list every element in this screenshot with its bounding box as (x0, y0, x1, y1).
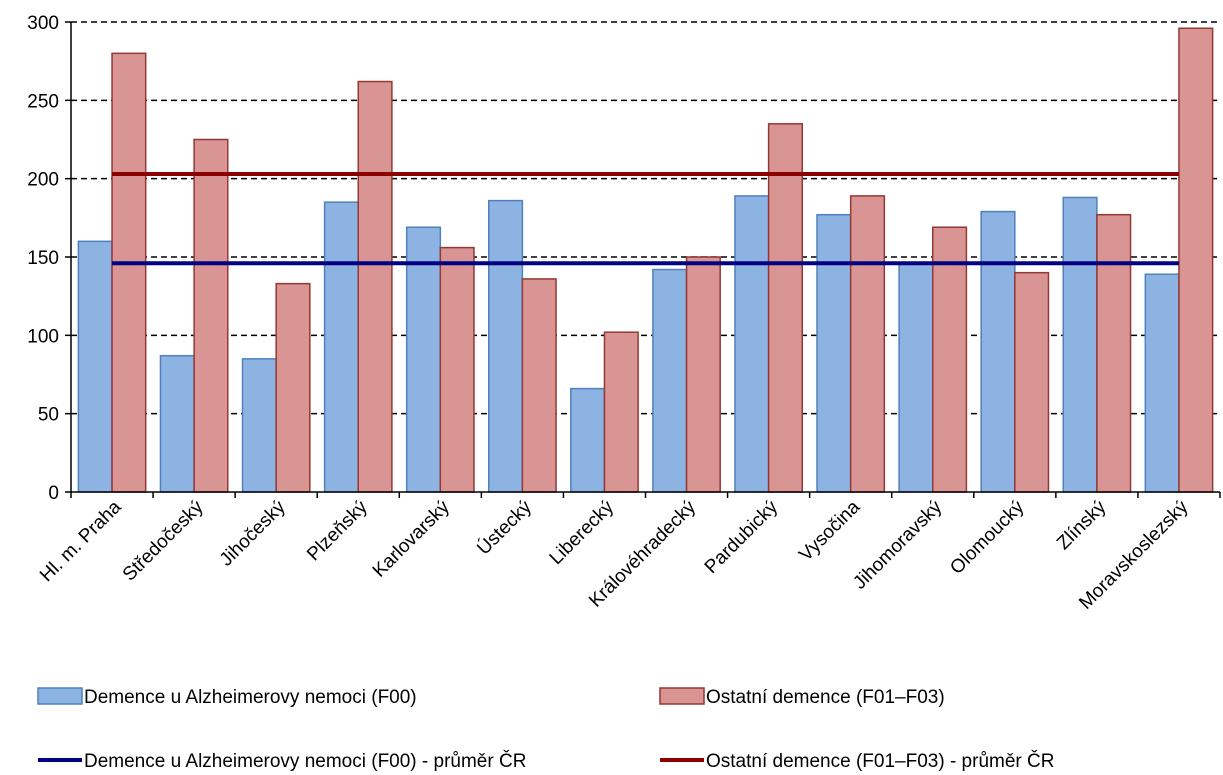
category-label: Hl. m. Praha (36, 496, 126, 586)
y-tick-label: 300 (27, 13, 59, 34)
bar-f00 (734, 195, 770, 493)
gridlines (71, 21, 1220, 415)
legend-label: Ostatní demence (F01–F03) (706, 687, 945, 708)
bar-f01-f03 (1014, 271, 1050, 493)
bar-f01-f03 (1096, 213, 1132, 493)
bar-f00 (241, 358, 277, 493)
category-label: Olomoucký (946, 496, 1028, 578)
category-label: Pardubický (701, 496, 783, 578)
category-label: Středočeský (119, 496, 208, 585)
bar-f01-f03 (521, 278, 557, 493)
category-label: Ústecký (473, 496, 537, 560)
category-label: Jihočeský (216, 496, 290, 570)
bar-f00 (898, 262, 934, 493)
bar-f00 (77, 240, 113, 493)
bar-f01-f03 (1178, 27, 1214, 493)
bar-f00 (570, 387, 606, 493)
category-label: Vysočina (795, 496, 864, 565)
legend-label: Demence u Alzheimerovy nemoci (F00) (84, 687, 417, 708)
category-label: Karlovarský (369, 496, 454, 581)
bar-f00 (980, 210, 1016, 493)
bar-f00 (159, 354, 195, 493)
bar-f00 (652, 268, 688, 493)
category-label: Plzeňský (303, 496, 372, 565)
y-tick-label: 200 (27, 170, 59, 191)
bar-f01-f03 (767, 123, 804, 493)
bar-f01-f03 (603, 331, 639, 493)
category-label: Liberecký (546, 496, 619, 569)
bar-f00 (405, 226, 442, 493)
bar-f01-f03 (849, 195, 886, 493)
legend-label: Demence u Alzheimerovy nemoci (F00) - pr… (84, 750, 526, 772)
y-tick-label: 0 (48, 483, 59, 504)
reference-lines (112, 171, 1179, 266)
legend: Demence u Alzheimerovy nemoci (F00) Ostat… (37, 687, 1054, 772)
y-tick-label: 100 (27, 326, 59, 347)
legend-swatch (37, 687, 83, 705)
bar-f01-f03 (357, 80, 393, 493)
bar-f01-f03 (932, 226, 968, 493)
category-label: Jihomoravský (849, 496, 946, 593)
legend-label: Ostatní demence (F01–F03) - průměr ČR (706, 750, 1054, 772)
bar-f01-f03 (439, 246, 475, 493)
bar-f01-f03 (193, 138, 229, 493)
legend-swatch (659, 687, 705, 705)
bar-f01-f03 (111, 52, 147, 493)
bar-f00 (487, 199, 524, 493)
bars (77, 27, 1214, 493)
bar-f00 (1144, 273, 1180, 493)
y-tick-label: 50 (38, 405, 59, 426)
bar-f01-f03 (275, 282, 311, 493)
y-tick-label: 250 (27, 91, 59, 112)
bar-f00 (816, 213, 852, 493)
bar-f00 (1062, 196, 1098, 493)
category-label: Zlínský (1053, 496, 1111, 554)
bar-f01-f03 (685, 256, 721, 493)
bar-f00 (323, 201, 359, 493)
y-tick-label: 150 (27, 248, 59, 269)
